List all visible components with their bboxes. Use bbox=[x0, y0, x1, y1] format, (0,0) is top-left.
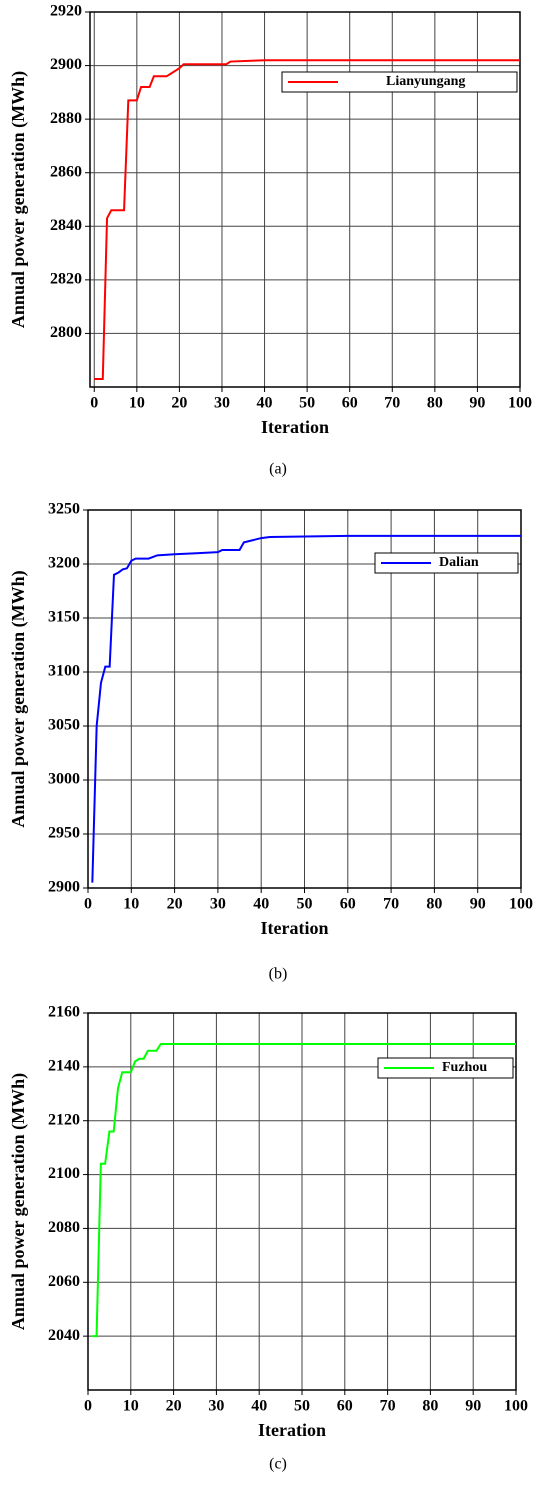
x-tick-label: 0 bbox=[90, 395, 98, 412]
y-tick-label: 2900 bbox=[48, 879, 80, 896]
caption: (c) bbox=[269, 1456, 287, 1473]
x-tick-label: 10 bbox=[123, 896, 139, 913]
x-tick-label: 90 bbox=[469, 395, 485, 412]
x-axis-label: Iteration bbox=[261, 918, 329, 938]
x-tick-label: 40 bbox=[251, 1398, 267, 1415]
chart-panel: 0 10 20 30 40 50 60 70 80 90 100 2900 2950 3000 3050 31… bbox=[8, 501, 533, 983]
y-tick-label: 2800 bbox=[50, 324, 82, 341]
y-tick-label: 3250 bbox=[48, 501, 80, 518]
x-tick-label: 80 bbox=[422, 1398, 438, 1415]
legend-label: Dalian bbox=[439, 555, 479, 570]
chart-panel: 0 10 20 30 40 50 60 70 80 90 100 2040 2060 2080 2100 21… bbox=[8, 1004, 528, 1473]
x-tick-label: 60 bbox=[340, 896, 356, 913]
y-tick-label: 2880 bbox=[50, 110, 82, 127]
x-tick-label: 90 bbox=[470, 896, 486, 913]
chart-panel: 0 10 20 30 40 50 60 70 80 90 100 2800 2820 2840 2860 28… bbox=[8, 3, 532, 478]
x-tick-label: 30 bbox=[210, 896, 226, 913]
y-tick-label: 2820 bbox=[50, 271, 82, 288]
x-tick-label: 60 bbox=[337, 1398, 353, 1415]
x-tick-label: 100 bbox=[508, 395, 532, 412]
x-tick-label: 40 bbox=[257, 395, 273, 412]
y-tick-label: 2060 bbox=[48, 1273, 80, 1290]
x-tick-label: 20 bbox=[166, 1398, 182, 1415]
y-tick-label: 3150 bbox=[48, 609, 80, 626]
legend-box bbox=[281, 71, 518, 93]
legend-label: Lianyungang bbox=[386, 74, 465, 89]
x-tick-label: 100 bbox=[509, 896, 533, 913]
plot-frame bbox=[87, 509, 522, 889]
y-tick-label: 2120 bbox=[48, 1111, 80, 1128]
y-axis-label: Annual power generation (MWh) bbox=[8, 1073, 29, 1330]
y-tick-label: 2860 bbox=[50, 163, 82, 180]
y-tick-label: 2100 bbox=[48, 1165, 80, 1182]
y-tick-label: 2920 bbox=[50, 3, 82, 20]
x-tick-label: 80 bbox=[427, 395, 443, 412]
x-tick-label: 60 bbox=[342, 395, 358, 412]
y-tick-label: 2160 bbox=[48, 1004, 80, 1021]
data-line bbox=[92, 1042, 516, 1338]
y-tick-label: 2080 bbox=[48, 1219, 80, 1236]
x-tick-label: 50 bbox=[299, 395, 315, 412]
y-tick-label: 3200 bbox=[48, 555, 80, 572]
x-tick-label: 70 bbox=[383, 896, 399, 913]
data-line bbox=[91, 534, 521, 883]
x-tick-label: 90 bbox=[465, 1398, 481, 1415]
x-tick-label: 80 bbox=[426, 896, 442, 913]
caption: (b) bbox=[269, 966, 288, 983]
x-tick-label: 0 bbox=[84, 1398, 92, 1415]
legend-label: Fuzhou bbox=[442, 1060, 487, 1075]
y-tick-label: 2140 bbox=[48, 1058, 80, 1075]
x-tick-label: 100 bbox=[504, 1398, 528, 1415]
x-axis-label: Iteration bbox=[258, 1420, 326, 1440]
x-tick-label: 50 bbox=[294, 1398, 310, 1415]
y-tick-label: 2900 bbox=[50, 56, 82, 73]
legend-box bbox=[374, 552, 519, 574]
x-tick-label: 30 bbox=[208, 1398, 224, 1415]
x-tick-label: 70 bbox=[384, 395, 400, 412]
x-tick-label: 20 bbox=[167, 896, 183, 913]
y-tick-label: 2840 bbox=[50, 217, 82, 234]
legend-box bbox=[377, 1057, 514, 1079]
x-tick-label: 70 bbox=[380, 1398, 396, 1415]
y-tick-label: 2040 bbox=[48, 1327, 80, 1344]
x-tick-label: 20 bbox=[171, 395, 187, 412]
y-tick-label: 3050 bbox=[48, 717, 80, 734]
data-line bbox=[94, 59, 520, 380]
x-tick-label: 10 bbox=[123, 1398, 139, 1415]
x-tick-label: 10 bbox=[129, 395, 145, 412]
x-tick-label: 0 bbox=[84, 896, 92, 913]
x-tick-label: 50 bbox=[297, 896, 313, 913]
x-tick-label: 40 bbox=[253, 896, 269, 913]
y-axis-label: Annual power generation (MWh) bbox=[8, 71, 29, 328]
y-tick-label: 3100 bbox=[48, 663, 80, 680]
caption: (a) bbox=[269, 461, 287, 478]
y-tick-label: 3000 bbox=[48, 771, 80, 788]
plot-frame bbox=[87, 1012, 517, 1391]
x-tick-label: 30 bbox=[214, 395, 230, 412]
y-axis-label: Annual power generation (MWh) bbox=[8, 570, 29, 827]
plot-area bbox=[90, 12, 520, 387]
x-axis-label: Iteration bbox=[261, 417, 329, 437]
plot-frame bbox=[89, 11, 521, 388]
y-tick-label: 2950 bbox=[48, 825, 80, 842]
